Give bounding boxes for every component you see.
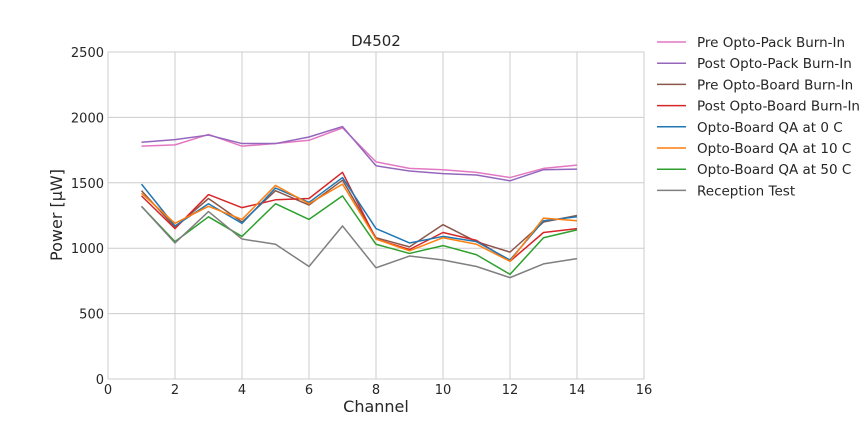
legend-label: Opto-Board QA at 10 C (697, 141, 851, 157)
x-tick-label: 2 (171, 383, 179, 398)
x-tick-label: 10 (435, 383, 452, 398)
y-tick-labels: 0 500 1000 1500 2000 2500 (71, 46, 104, 388)
x-tick-label: 8 (372, 383, 380, 398)
y-tick-label: 1000 (71, 242, 104, 257)
y-tick-label: 2000 (71, 111, 104, 126)
series-layer (140, 125, 578, 279)
series-line-8 (140, 205, 578, 279)
legend-label: Opto-Board QA at 50 C (697, 162, 851, 178)
x-tick-label: 12 (502, 383, 519, 398)
legend-label: Reception Test (697, 183, 795, 199)
x-tick-label: 16 (636, 383, 653, 398)
x-tick-labels: 0 2 4 6 8 10 12 14 16 (104, 383, 652, 398)
series-line-6 (140, 183, 578, 263)
plot-frame (107, 51, 645, 380)
legend-label: Post Opto-Pack Burn-In (697, 56, 852, 72)
series-line-7 (140, 195, 578, 276)
series-line-2 (141, 125, 578, 182)
x-tick-label: 0 (104, 383, 112, 398)
x-tick-label: 4 (238, 383, 246, 398)
legend-label: Opto-Board QA at 0 C (697, 120, 843, 136)
series-line-3 (140, 179, 578, 253)
legend-label: Pre Opto-Board Burn-In (697, 77, 853, 93)
x-tick-label: 6 (305, 383, 313, 398)
y-tick-label: 0 (96, 373, 104, 388)
legend-label: Pre Opto-Pack Burn-In (697, 35, 845, 51)
chart-title: D4502 (351, 32, 401, 50)
x-tick-label: 14 (569, 383, 586, 398)
y-tick-label: 1500 (71, 177, 104, 192)
y-tick-label: 2500 (71, 46, 104, 61)
x-axis-label: Channel (343, 397, 409, 416)
y-tick-label: 500 (79, 308, 104, 323)
y-axis-label: Power [μW] (47, 169, 66, 261)
legend-label: Post Opto-Board Burn-In (697, 99, 860, 115)
legend: Pre Opto-Pack Burn-In Post Opto-Pack Burn… (657, 35, 860, 199)
series-line-5 (140, 176, 578, 261)
